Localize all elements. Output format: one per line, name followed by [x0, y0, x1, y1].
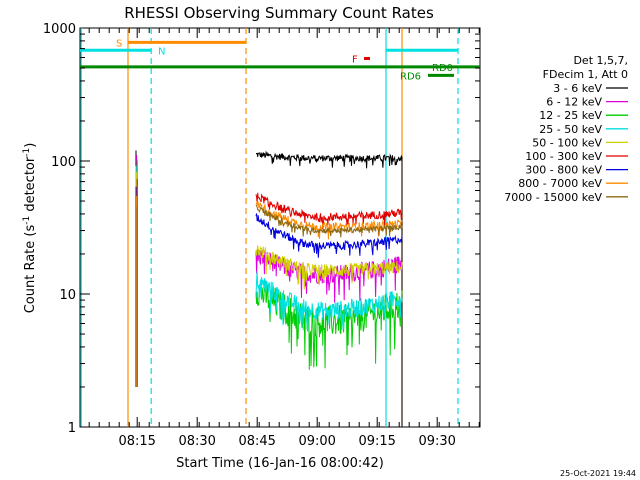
flag-label-1: N	[158, 46, 165, 57]
x-axis: 08:15 08:30 08:45 09:00 09:15 09:30	[88, 28, 480, 449]
legend-label-6: 300 - 800 keV	[525, 164, 602, 177]
y-axis-label: Count Rate (s-1 detector-1)	[22, 143, 38, 314]
y-axis-label-sup1: -1	[22, 216, 32, 225]
legend-label-8: 7000 - 15000 keV	[504, 191, 602, 204]
x-tick-label-2: 08:45	[238, 434, 275, 449]
legend-label-0: 3 - 6 keV	[553, 82, 602, 95]
legend-label-5: 100 - 300 keV	[525, 150, 602, 163]
chart-title: RHESSI Observing Summary Count Rates	[124, 4, 434, 22]
series-line-7	[255, 201, 403, 240]
x-tick-label-4: 09:15	[358, 434, 395, 449]
flag-label-5: RD6	[400, 71, 421, 82]
series-line-5	[255, 192, 403, 230]
series-line-4	[255, 245, 403, 290]
x-tick-label-3: 09:00	[298, 434, 335, 449]
x-tick-label-0: 08:15	[118, 434, 155, 449]
legend-label-4: 50 - 100 keV	[532, 136, 602, 149]
y-axis-label-sup2: -1	[22, 148, 32, 157]
y-tick-label-0: 1	[68, 421, 76, 436]
plot-frame	[79, 27, 481, 428]
flag-label-3: F	[352, 54, 358, 65]
x-tick-label-1: 08:30	[178, 434, 215, 449]
flag-label-4: RD0	[432, 63, 453, 74]
series-line-6	[255, 213, 403, 258]
y-axis-label-part3: )	[23, 143, 38, 148]
series-line-2	[255, 279, 403, 370]
flag-label-0: S	[116, 38, 122, 49]
legend-label-2: 12 - 25 keV	[539, 109, 602, 122]
y-axis: 1 10 100 1000	[43, 22, 480, 436]
timestamp: 25-Oct-2021 19:44	[560, 469, 636, 478]
legend-label-3: 25 - 50 keV	[539, 123, 602, 136]
flag-bars: S N F RD0 RD6	[80, 38, 480, 82]
x-tick-label-5: 09:30	[418, 434, 455, 449]
y-axis-label-part2: detector	[23, 156, 38, 216]
y-tick-label-3: 1000	[43, 22, 76, 37]
y-tick-label-2: 100	[51, 155, 76, 170]
legend-label-1: 6 - 12 keV	[546, 96, 602, 109]
legend-header-1: Det 1,5,7,	[573, 54, 628, 67]
series-line-3	[255, 271, 403, 332]
series-line-8	[255, 204, 403, 238]
plot-area: S N F RD0 RD6 1 10 100 1000 08:15 08:30 08:45 09:0…	[43, 22, 481, 449]
legend-header-2: FDecim 1, Att 0	[543, 68, 628, 81]
series-line-0	[255, 150, 403, 427]
y-tick-label-1: 10	[59, 288, 76, 303]
y-axis-label-part1: Count Rate (s	[23, 225, 38, 314]
series-lines	[135, 150, 403, 427]
legend-label-7: 800 - 7000 keV	[518, 177, 602, 190]
x-axis-label: Start Time (16-Jan-16 08:00:42)	[176, 456, 384, 471]
